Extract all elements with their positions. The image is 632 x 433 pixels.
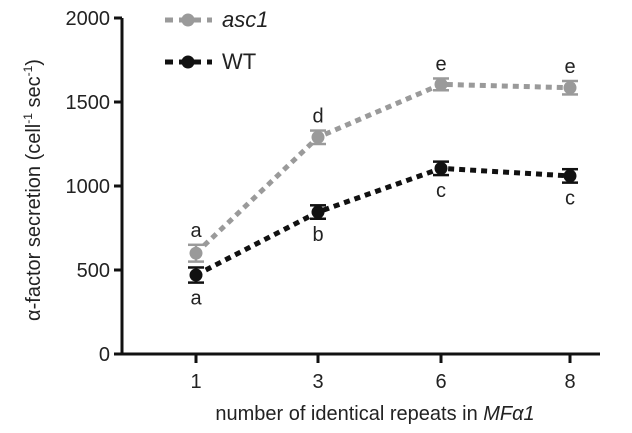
significance-letter: e xyxy=(435,53,446,75)
data-point xyxy=(434,77,448,91)
y-tick-label: 500 xyxy=(77,260,110,282)
legend-item-asc1: asc1 xyxy=(165,7,268,32)
y-ticks: 0 500 1000 1500 2000 xyxy=(66,8,122,366)
data-point xyxy=(563,169,577,183)
data-point xyxy=(311,205,325,219)
y-tick-label: 1000 xyxy=(66,176,111,198)
legend-label: asc1 xyxy=(222,7,268,32)
x-ticks: 1 3 6 8 xyxy=(190,354,576,393)
series-wt: a b c c xyxy=(188,160,578,310)
data-point xyxy=(434,161,448,175)
y-axis-label-mid: sec xyxy=(23,76,45,113)
significance-letter: e xyxy=(564,56,575,78)
y-axis-label-main: α-factor secretion (cell xyxy=(23,124,45,321)
significance-letter: a xyxy=(190,288,202,310)
data-point xyxy=(311,130,325,144)
x-tick-label: 3 xyxy=(312,371,323,393)
y-axis-label: α-factor secretion (cell-1 sec-1) xyxy=(21,59,45,321)
data-point xyxy=(189,246,203,260)
y-tick-label: 2000 xyxy=(66,8,111,30)
x-tick-label: 1 xyxy=(190,371,201,393)
legend: asc1 WT xyxy=(165,7,268,74)
series-asc1: a d e e xyxy=(188,53,578,263)
series-layer: a d e e a b c c xyxy=(188,53,578,310)
y-axis-label-sup2: -1 xyxy=(21,65,35,76)
x-tick-label: 6 xyxy=(435,371,446,393)
series-line xyxy=(194,81,571,256)
x-axis-label: number of identical repeats in MFα1 xyxy=(215,403,534,425)
x-axis-label-prefix: number of identical repeats in xyxy=(215,403,483,425)
y-tick-label: 1500 xyxy=(66,92,111,114)
significance-letter: a xyxy=(190,220,202,242)
series-line xyxy=(194,165,571,278)
data-point xyxy=(563,81,577,95)
legend-swatch-marker xyxy=(181,13,195,27)
significance-letter: d xyxy=(312,106,323,128)
y-tick-label: 0 xyxy=(99,344,110,366)
legend-swatch-marker xyxy=(181,55,195,69)
y-axis-label-sup1: -1 xyxy=(21,113,35,124)
legend-label: WT xyxy=(222,49,256,74)
y-axis-label-end: ) xyxy=(23,59,45,66)
significance-letter: c xyxy=(565,188,575,210)
significance-letter: b xyxy=(312,224,323,246)
legend-item-wt: WT xyxy=(165,49,256,74)
x-tick-label: 8 xyxy=(564,371,575,393)
x-axis-label-italic: MFα1 xyxy=(483,403,534,425)
significance-letter: c xyxy=(436,180,446,202)
data-point xyxy=(189,268,203,282)
